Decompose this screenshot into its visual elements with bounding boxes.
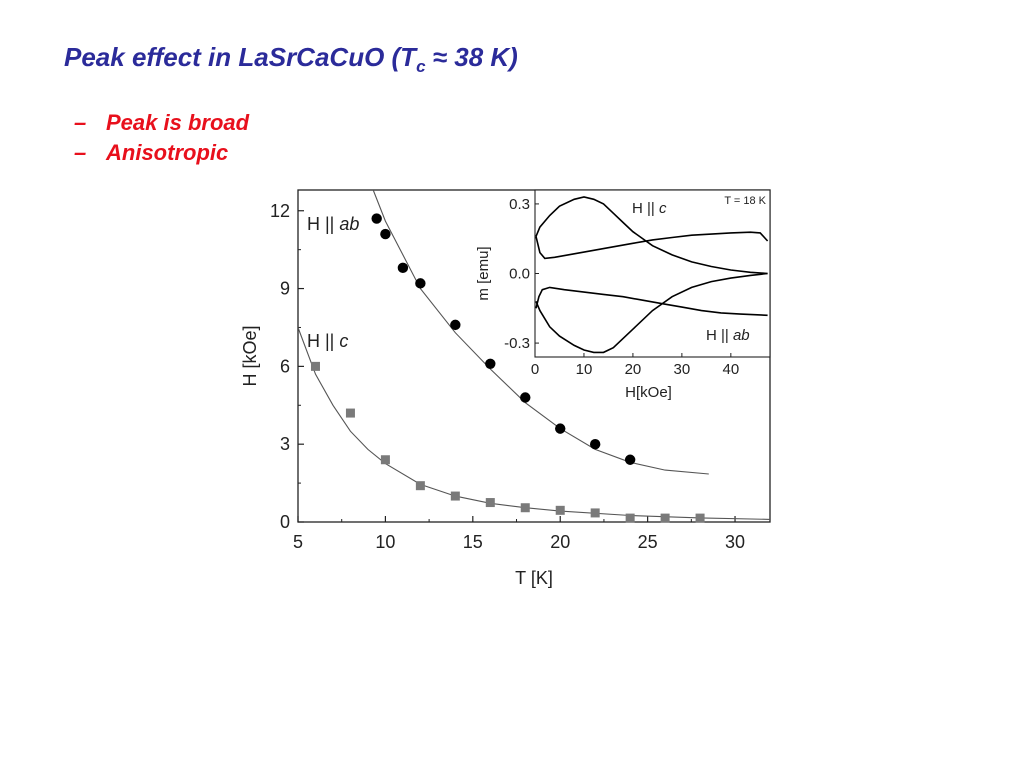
data-point-ab [371, 213, 382, 224]
data-point-c [520, 503, 530, 513]
inset-x-tick-label: 0 [531, 361, 539, 378]
data-point-ab [589, 438, 601, 450]
data-point-c [485, 498, 495, 508]
data-point-ab [485, 358, 496, 369]
data-point-c [310, 361, 320, 371]
y-axis-label: H [kOe] [240, 325, 260, 386]
bullet-text: Anisotropic [106, 140, 229, 165]
data-point-c [380, 455, 390, 465]
loop-curve-ab [535, 231, 769, 260]
x-axis-label: T [K] [515, 568, 553, 588]
data-point-ab [555, 423, 566, 434]
main-chart: 5 10 15 20 25 30 0 3 6 9 12 T [K] H [kOe] H || ab H ||… [240, 189, 771, 588]
y-tick-label: 9 [280, 279, 290, 299]
inset-x-axis-label: H[kOe] [625, 384, 672, 401]
loop-curve-ab [535, 286, 768, 317]
slide-title-subscript: c [416, 57, 426, 77]
y-tick-label: 0 [280, 512, 290, 532]
inset-x-tick-label: 30 [674, 361, 691, 378]
figure: 5 10 15 20 25 30 0 3 6 9 12 T [K] H [kOe] H || ab H ||… [240, 189, 771, 588]
x-tick-label: 5 [293, 532, 303, 552]
x-tick-label: 30 [725, 532, 745, 552]
data-point-c [695, 513, 705, 523]
data-point-ab [624, 454, 636, 465]
slide-title-main: Peak effect in LaSrCaCuO (T [64, 42, 417, 72]
data-point-c [590, 508, 600, 518]
data-point-c [660, 513, 670, 523]
series-label-ab: H || ab [307, 214, 359, 234]
bullet-dash: – [74, 110, 87, 135]
bullet-item-anisotropic: – Anisotropic [74, 138, 249, 168]
data-point-ab [450, 319, 461, 331]
y-tick-label: 6 [280, 356, 290, 376]
inset-frame [534, 189, 771, 358]
y-tick-label: 12 [270, 201, 290, 221]
inset-annotation: T = 18 K [724, 195, 766, 207]
data-point-c [415, 481, 425, 491]
inset-y-tick-label: 0.3 [509, 196, 530, 213]
inset-y-tick-label: 0.0 [509, 266, 530, 283]
fit-curve [372, 190, 709, 475]
data-point-ab [415, 278, 426, 289]
fit-curve [298, 327, 770, 520]
loop-curve-c [535, 272, 768, 354]
inset-y-tick-label: -0.3 [504, 335, 530, 352]
data-point-c [450, 491, 460, 501]
bullet-list: – Peak is broad – Anisotropic [74, 108, 249, 168]
data-point-ab [380, 228, 391, 240]
inset-x-tick-label: 20 [625, 361, 642, 378]
inset-x-tick-label: 10 [576, 361, 593, 378]
data-point-c [625, 513, 635, 523]
bullet-text: Peak is broad [106, 110, 250, 135]
data-point-c [555, 505, 565, 515]
data-point-ab [520, 392, 531, 403]
data-point-c [345, 408, 355, 418]
loop-curve-c [535, 196, 768, 275]
bullet-dash: – [74, 140, 87, 165]
inset-y-axis-label: m [emu] [475, 246, 492, 300]
inset-x-tick-label: 40 [722, 361, 739, 378]
x-tick-label: 20 [550, 532, 570, 552]
data-point-ab [397, 262, 409, 274]
y-tick-label: 3 [280, 434, 290, 454]
x-tick-label: 25 [638, 532, 658, 552]
series-label-c: H || c [307, 331, 348, 351]
slide-title: Peak effect in LaSrCaCuO (Tc ≈ 38 K) [64, 42, 518, 77]
bullet-item-broad: – Peak is broad [74, 108, 249, 138]
inset-chart: 0 10 20 30 40 -0.3 0.0 0.3 H[kOe] m [emu] T = 18 K… [475, 189, 771, 401]
inset-series-label-ab: H || ab [706, 327, 750, 344]
x-tick-label: 10 [375, 532, 395, 552]
slide-title-end: ≈ 38 K) [425, 42, 518, 72]
x-tick-label: 15 [463, 532, 483, 552]
inset-series-label-c: H || c [632, 200, 667, 217]
